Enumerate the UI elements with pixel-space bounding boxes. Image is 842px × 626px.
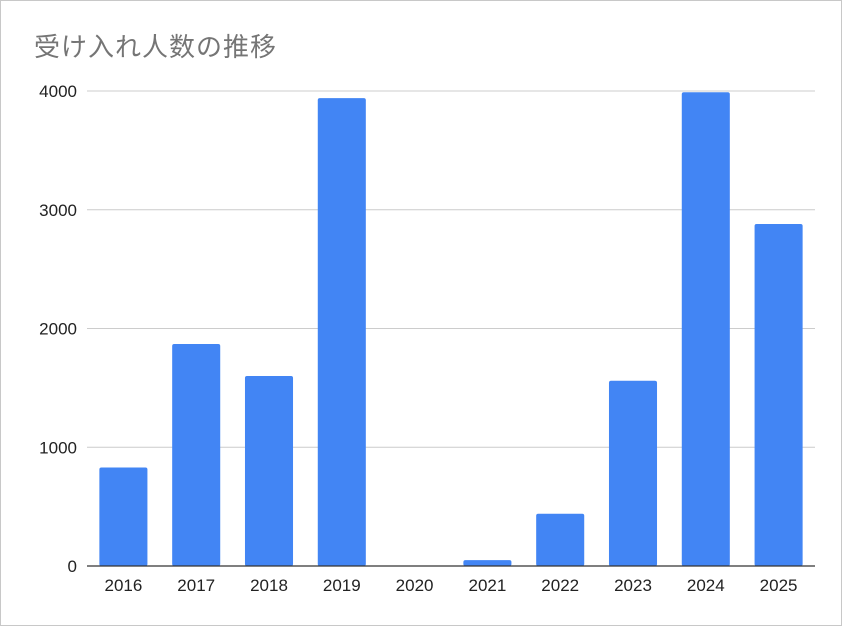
x-tick-label: 2017: [177, 576, 215, 595]
x-tick-label: 2025: [760, 576, 798, 595]
y-tick-label: 2000: [39, 320, 77, 339]
y-tick-label: 0: [68, 557, 77, 576]
x-tick-label: 2023: [614, 576, 652, 595]
x-axis-ticks: 2016 2017 2018 2019 2020 2021 2022 2023 2024 2025: [104, 576, 797, 595]
bar: [681, 92, 730, 566]
bar: [317, 98, 366, 566]
x-tick-label: 2020: [396, 576, 434, 595]
bar: [172, 343, 221, 566]
bars: [99, 92, 803, 566]
x-tick-label: 2022: [541, 576, 579, 595]
y-tick-label: 3000: [39, 201, 77, 220]
y-axis-ticks: 0 1000 2000 3000 4000: [39, 82, 77, 576]
x-tick-label: 2018: [250, 576, 288, 595]
bar: [536, 513, 585, 566]
bar: [244, 376, 294, 566]
x-tick-label: 2021: [468, 576, 506, 595]
bar: [99, 467, 148, 566]
bar: [608, 380, 658, 566]
y-tick-label: 1000: [39, 438, 77, 457]
bar: [754, 224, 803, 566]
x-tick-label: 2016: [104, 576, 142, 595]
x-tick-label: 2019: [323, 576, 361, 595]
x-tick-label: 2024: [687, 576, 725, 595]
bar: [463, 560, 512, 566]
y-tick-label: 4000: [39, 82, 77, 101]
chart-title: 受け入れ人数の推移: [34, 33, 278, 63]
